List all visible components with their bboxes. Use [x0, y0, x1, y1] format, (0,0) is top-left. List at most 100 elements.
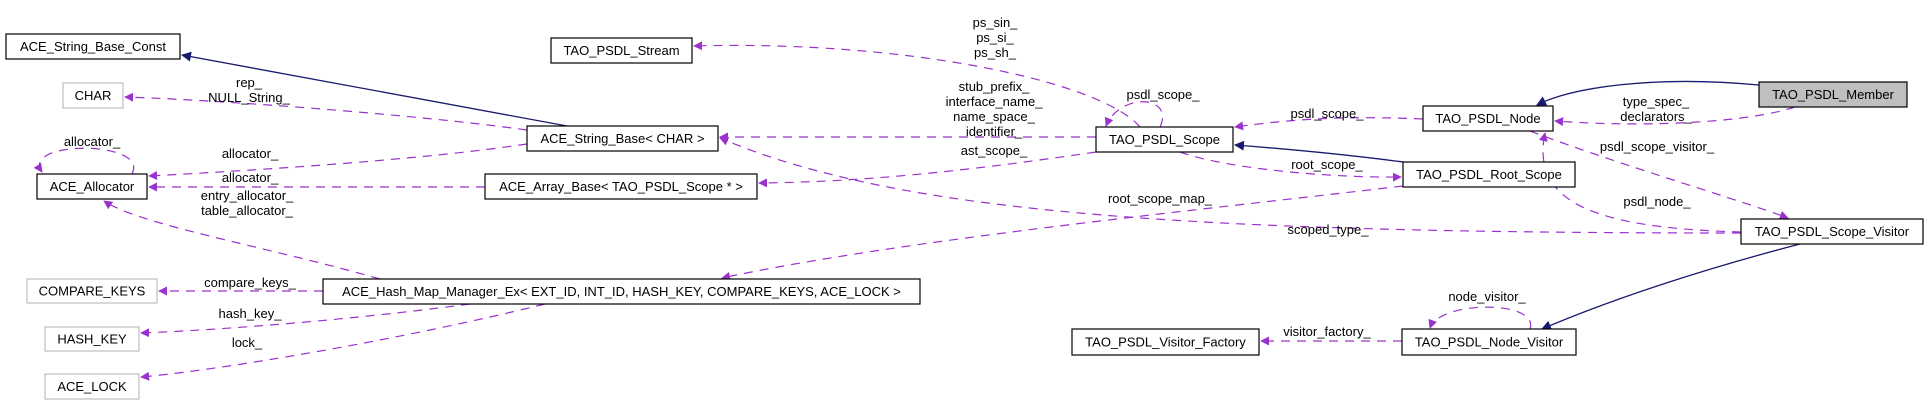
class-name: TAO_PSDL_Node: [1435, 111, 1540, 126]
edge-label: psdl_scope_visitor_: [1600, 139, 1715, 154]
class-name: TAO_PSDL_Node_Visitor: [1415, 335, 1564, 350]
edge-label: psdl_node_: [1623, 194, 1691, 209]
edge-label: psdl_scope_: [1291, 106, 1365, 121]
class-node-allocator[interactable]: ACE_Allocator: [36, 173, 148, 200]
class-box[interactable]: [1402, 161, 1576, 188]
class-name: ACE_String_Base< CHAR >: [540, 131, 704, 146]
class-box[interactable]: [1071, 328, 1260, 356]
usage-edge-root_scope-to-hash_map: [721, 185, 1404, 281]
class-box[interactable]: [526, 125, 719, 152]
edge-label: ps_sin_: [973, 15, 1019, 30]
class-node-psdl-scope[interactable]: TAO_PSDL_Scope: [1095, 126, 1234, 153]
class-name: ACE_String_Base_Const: [20, 39, 166, 54]
class-node-string-base-char[interactable]: ACE_String_Base< CHAR >: [526, 125, 719, 152]
class-box[interactable]: [1401, 328, 1577, 356]
edge-label: lock_: [232, 335, 263, 350]
edge-labels-layer: ps_sin_ps_si_ps_sh_ psdl_scope_ rep_NULL_S…: [64, 15, 1715, 350]
class-name: HASH_KEY: [57, 332, 127, 347]
class-box[interactable]: [550, 37, 693, 64]
class-node-string-base-const[interactable]: ACE_String_Base_Const: [5, 33, 181, 60]
class-name: TAO_PSDL_Root_Scope: [1416, 167, 1562, 182]
edge-label: table_allocator_: [201, 203, 294, 218]
class-name: ACE_Hash_Map_Manager_Ex< EXT_ID, INT_ID,…: [342, 284, 901, 299]
edge-label: allocator_: [64, 134, 121, 149]
usage-edge-psdl_scope-to-array_base: [758, 151, 1097, 188]
class-node-psdl-node[interactable]: TAO_PSDL_Node: [1422, 105, 1554, 132]
class-node-psdl-stream[interactable]: TAO_PSDL_Stream: [550, 37, 693, 64]
usage-edge-node_visitor-to-node_visitor: [1428, 306, 1532, 330]
edge-label: identifier_: [966, 124, 1023, 139]
class-node-node-visitor[interactable]: TAO_PSDL_Node_Visitor: [1401, 328, 1577, 356]
class-box[interactable]: [1422, 105, 1554, 132]
edge-label: name_space_: [953, 109, 1035, 124]
class-node-compare-keys[interactable]: COMPARE_KEYS: [26, 278, 158, 304]
class-box[interactable]: [44, 373, 140, 400]
class-node-hash-key[interactable]: HASH_KEY: [44, 326, 140, 352]
class-name: ACE_Array_Base< TAO_PSDL_Scope * >: [499, 179, 743, 194]
class-box[interactable]: [5, 33, 181, 60]
class-name: TAO_PSDL_Scope_Visitor: [1755, 224, 1910, 239]
class-box[interactable]: [62, 82, 124, 109]
edge-label: NULL_String_: [208, 90, 290, 105]
usage-edge-psdl_node-to-psdl_scope: [1234, 117, 1424, 131]
class-node-hash-map[interactable]: ACE_Hash_Map_Manager_Ex< EXT_ID, INT_ID,…: [322, 278, 921, 305]
edge-label: rep_: [236, 75, 263, 90]
edge-label: root_scope_: [1291, 157, 1363, 172]
inheritance-edge-string_base_char-to-string_base_const: [181, 51, 568, 127]
usage-edge-hash_map-to-ace_lock: [140, 303, 546, 381]
class-name: TAO_PSDL_Member: [1772, 87, 1895, 102]
usage-edge-psdl_scope-to-psdl_stream: [693, 41, 1141, 128]
class-box[interactable]: [26, 278, 158, 304]
inheritance-edge-root_scope-to-psdl_scope: [1234, 140, 1404, 163]
class-name: CHAR: [75, 88, 112, 103]
class-name: TAO_PSDL_Scope: [1109, 132, 1220, 147]
class-box[interactable]: [36, 173, 148, 200]
edge-label: hash_key_: [219, 306, 283, 321]
class-box[interactable]: [484, 173, 758, 200]
class-node-array-base[interactable]: ACE_Array_Base< TAO_PSDL_Scope * >: [484, 173, 758, 200]
usage-edge-hash_map-to-hash_key: [140, 303, 471, 338]
edges-layer: [33, 41, 1801, 381]
class-name: COMPARE_KEYS: [39, 284, 146, 299]
edge-label: node_visitor_: [1448, 289, 1526, 304]
usage-edge-psdl_node-to-scope_visitor: [1529, 130, 1789, 220]
usage-edge-string_base_char-to-char: [124, 92, 528, 131]
usage-edge-psdl_scope-to-psdl_scope: [1104, 101, 1163, 128]
inheritance-edge-psdl_member-to-psdl_node: [1536, 80, 1760, 106]
class-box[interactable]: [1758, 81, 1908, 108]
class-node-ace-lock[interactable]: ACE_LOCK: [44, 373, 140, 400]
class-name: TAO_PSDL_Stream: [563, 43, 679, 58]
edge-label: ast_scope_: [961, 143, 1028, 158]
edge-label: root_scope_map_: [1108, 191, 1213, 206]
class-node-root-scope[interactable]: TAO_PSDL_Root_Scope: [1402, 161, 1576, 188]
class-box[interactable]: [1095, 126, 1234, 153]
class-node-visitor-factory[interactable]: TAO_PSDL_Visitor_Factory: [1071, 328, 1260, 356]
edge-label: visitor_factory_: [1283, 324, 1371, 339]
edge-label: ps_si_: [976, 30, 1014, 45]
class-name: ACE_LOCK: [57, 379, 127, 394]
usage-edge-psdl_scope-to-root_scope: [1179, 151, 1402, 182]
edge-label: ps_sh_: [974, 45, 1017, 60]
class-box[interactable]: [1740, 218, 1924, 245]
class-name: TAO_PSDL_Visitor_Factory: [1085, 335, 1246, 350]
edge-label: allocator_: [222, 170, 279, 185]
class-box[interactable]: [322, 278, 921, 305]
edge-label: type_spec_: [1623, 94, 1690, 109]
edge-label: declarators_: [1620, 109, 1692, 124]
usage-edge-allocator-to-allocator: [33, 147, 135, 175]
usage-edge-string_base_char-to-allocator: [148, 143, 528, 181]
edge-label: compare_keys_: [204, 275, 297, 290]
usage-edge-scope_visitor-to-psdl_node: [1538, 132, 1742, 233]
class-node-char[interactable]: CHAR: [62, 82, 124, 109]
edge-label: stub_prefix_: [959, 79, 1031, 94]
class-node-scope-visitor[interactable]: TAO_PSDL_Scope_Visitor: [1740, 218, 1924, 245]
edge-label: allocator_: [222, 146, 279, 161]
usage-edge-hash_map-to-allocator: [103, 200, 381, 280]
edge-label: scoped_type_: [1288, 222, 1370, 237]
class-node-psdl-member[interactable]: TAO_PSDL_Member: [1758, 81, 1908, 108]
edge-label: entry_allocator_: [201, 188, 294, 203]
class-box[interactable]: [44, 326, 140, 352]
nodes-layer: ACE_String_Base_Const TAO_PSDL_Stream CHAR…: [5, 33, 1924, 400]
edge-label: interface_name_: [946, 94, 1044, 109]
